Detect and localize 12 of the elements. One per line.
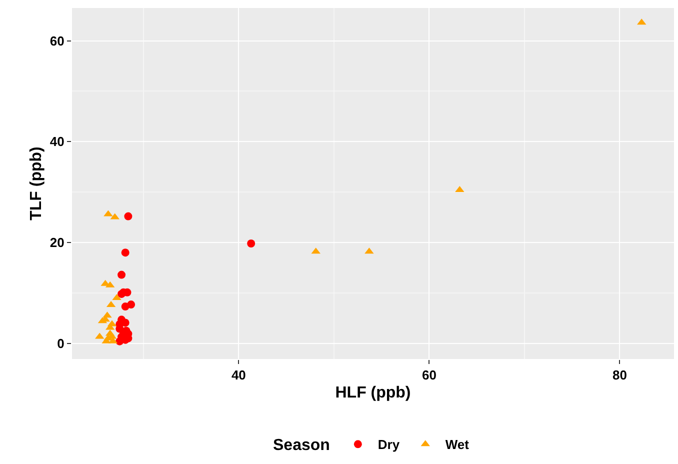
x-tick-label: 60	[422, 368, 436, 383]
y-tick-label: 60	[50, 33, 64, 48]
x-axis-title: HLF (ppb)	[335, 384, 411, 402]
y-axis-title: TLF (ppb)	[28, 146, 45, 220]
legend-label: Wet	[445, 437, 470, 452]
legend-label: Dry	[378, 437, 400, 452]
y-tick-label: 0	[57, 336, 64, 351]
x-tick-label: 80	[612, 368, 627, 383]
legend-title: Season	[273, 437, 330, 454]
x-tick-label: 40	[231, 368, 246, 383]
y-tick-label: 40	[50, 134, 64, 150]
y-tick-label: 20	[50, 235, 64, 250]
